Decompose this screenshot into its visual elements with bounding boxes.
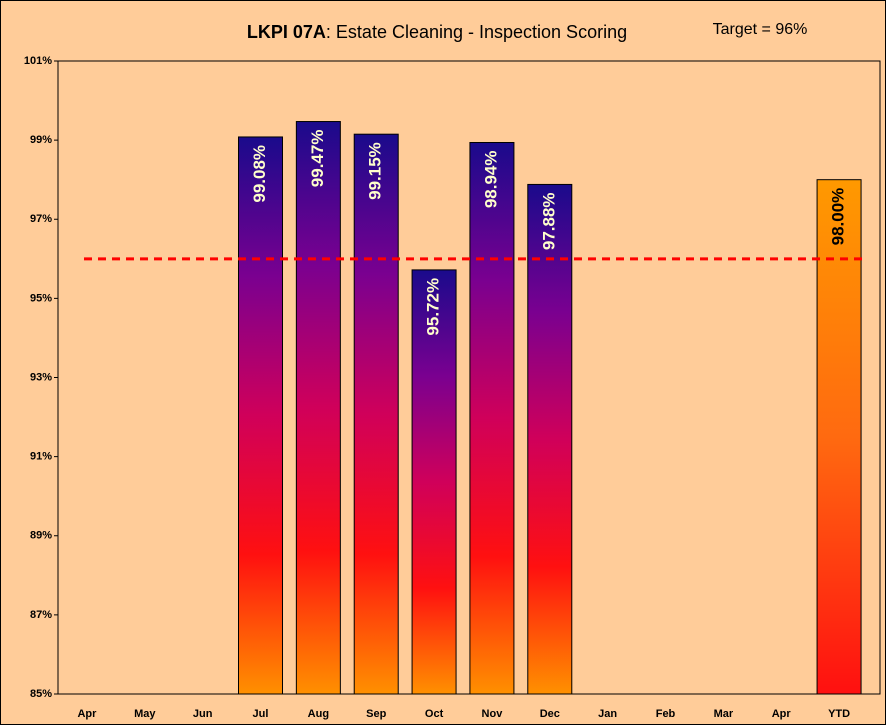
bar — [527, 183, 573, 695]
x-tick-label: Dec — [540, 708, 560, 720]
y-tick-label: 91% — [30, 451, 52, 463]
x-tick-label: Jan — [598, 708, 617, 720]
bar — [469, 141, 515, 695]
target-label: Target = 96% — [713, 21, 808, 38]
bar — [816, 179, 862, 695]
value-label: 95.72% — [424, 278, 443, 336]
x-tick-label: Nov — [482, 708, 504, 720]
y-tick-label: 89% — [30, 530, 52, 542]
y-tick-label: 85% — [30, 688, 52, 700]
x-tick-label: YTD — [828, 708, 850, 720]
value-label: 99.47% — [308, 130, 327, 188]
y-tick-label: 97% — [30, 213, 52, 225]
value-label: 99.08% — [250, 145, 269, 203]
y-tick-label: 93% — [30, 371, 52, 383]
x-tick-label: Jun — [193, 708, 213, 720]
bar — [295, 121, 341, 695]
x-tick-label: Jul — [253, 708, 269, 720]
y-tick-label: 101% — [24, 55, 52, 67]
value-label: 97.88% — [539, 192, 558, 250]
x-tick-label: Mar — [714, 708, 734, 720]
x-tick-label: May — [134, 708, 156, 720]
y-tick-label: 87% — [30, 609, 52, 621]
x-tick-label: Apr — [77, 708, 97, 720]
bar — [411, 269, 457, 695]
y-tick-label: 99% — [30, 134, 52, 146]
value-label: 98.94% — [481, 150, 500, 208]
x-tick-label: Feb — [656, 708, 676, 720]
x-tick-label: Apr — [772, 708, 792, 720]
chart-title: LKPI 07A: Estate Cleaning - Inspection S… — [247, 22, 627, 42]
x-tick-label: Oct — [425, 708, 444, 720]
value-label: 99.15% — [366, 142, 385, 200]
value-label: 98.00% — [829, 188, 848, 246]
y-tick-label: 95% — [30, 292, 52, 304]
title-text: : Estate Cleaning - Inspection Scoring — [326, 22, 627, 42]
bar — [238, 136, 283, 695]
title-code: LKPI 07A — [247, 22, 326, 42]
x-tick-label: Aug — [308, 708, 329, 720]
plot-area — [57, 60, 881, 695]
x-tick-label: Sep — [366, 708, 386, 720]
bar — [353, 133, 399, 695]
